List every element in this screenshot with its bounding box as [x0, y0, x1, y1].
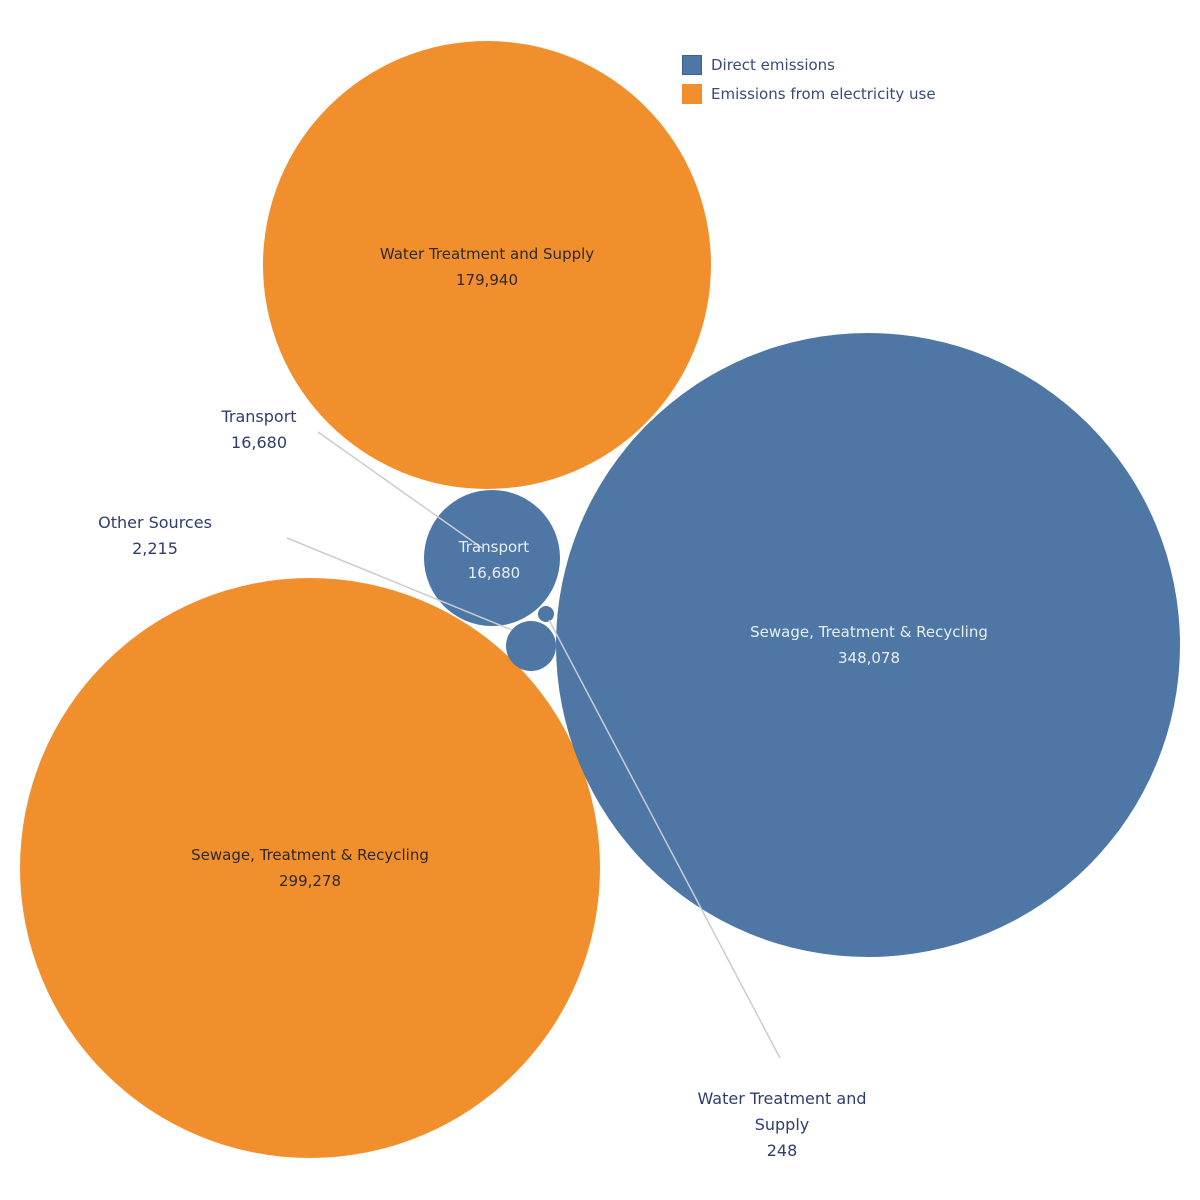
label-water-direct-external: Water Treatment and Supply 248	[698, 1086, 867, 1164]
label-value: 179,940	[455, 271, 519, 289]
label-name: Sewage, Treatment & Recycling	[191, 846, 429, 864]
legend-item-electricity[interactable]: Emissions from electricity use	[682, 79, 936, 108]
legend-item-direct[interactable]: Direct emissions	[682, 50, 936, 79]
label-value: 2,215	[132, 539, 178, 558]
label-name: Other Sources	[98, 513, 212, 532]
legend-swatch-electricity	[682, 83, 702, 104]
legend: Direct emissions Emissions from electric…	[682, 50, 936, 108]
label-value: 348,078	[837, 649, 901, 667]
label-other-sources-external: Other Sources 2,215	[98, 510, 212, 562]
legend-swatch-direct	[682, 54, 702, 75]
leader-line-other-sources	[286, 537, 513, 631]
legend-label-electricity: Emissions from electricity use	[711, 84, 936, 103]
bubble-water-electricity[interactable]	[263, 41, 711, 489]
label-value: 248	[766, 1141, 798, 1160]
leader-line-water-direct	[548, 619, 781, 1059]
label-value: 16,680	[467, 564, 521, 582]
label-water-electricity: Water Treatment and Supply 179,940	[380, 241, 594, 293]
label-value: 16,680	[231, 433, 287, 452]
label-name-line-2: Supply	[754, 1115, 810, 1134]
label-value: 299,278	[278, 872, 342, 890]
label-name: Transport	[458, 538, 530, 556]
bubble-water-direct[interactable]	[538, 606, 554, 622]
leader-line-transport	[317, 431, 483, 549]
label-name: Sewage, Treatment & Recycling	[750, 623, 988, 641]
bubble-other-sources-direct[interactable]	[506, 621, 556, 671]
label-name: Water Treatment and Supply	[379, 245, 595, 263]
label-transport-inner: Transport 16,680	[459, 534, 529, 586]
label-sewage-electricity: Sewage, Treatment & Recycling 299,278	[191, 842, 429, 894]
bubble-sewage-direct[interactable]	[556, 333, 1180, 957]
bubble-transport-direct[interactable]	[424, 490, 560, 626]
label-name-line-1: Water Treatment and	[697, 1089, 867, 1108]
legend-label-direct: Direct emissions	[711, 55, 835, 74]
label-sewage-direct: Sewage, Treatment & Recycling 348,078	[750, 619, 988, 671]
bubble-sewage-electricity[interactable]	[20, 578, 600, 1158]
label-transport-external: Transport 16,680	[221, 404, 296, 456]
label-name: Transport	[221, 407, 297, 426]
